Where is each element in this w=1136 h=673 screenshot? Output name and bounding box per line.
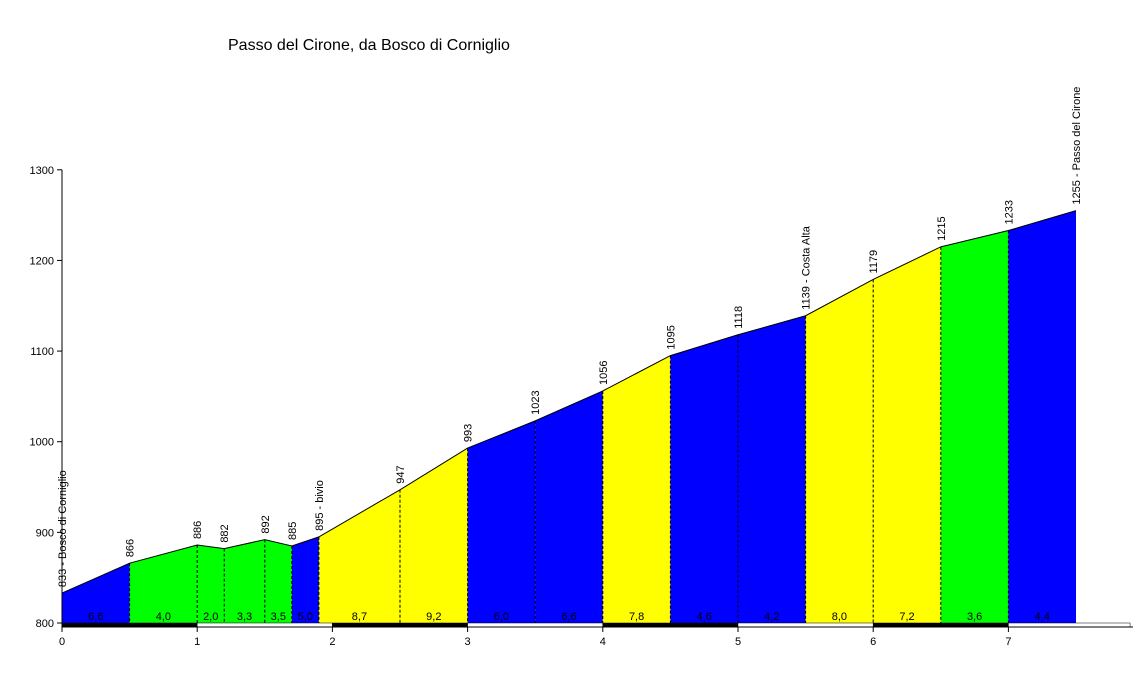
segment-16 [1008, 210, 1076, 623]
segment-12 [738, 315, 806, 623]
km-band-7 [1008, 622, 1131, 628]
gradient-label-0: 6,6 [88, 611, 103, 623]
x-tick-label-4: 4 [600, 636, 606, 648]
km-band-4 [602, 622, 739, 628]
y-tick-label-900: 900 [36, 527, 54, 539]
x-tick-label-3: 3 [465, 636, 471, 648]
km-band-2 [332, 622, 468, 628]
segment-0 [62, 563, 130, 623]
km-band-1 [196, 622, 333, 628]
elevation-label-14: 1179 [868, 250, 880, 274]
segment-1 [129, 545, 198, 623]
segment-11 [670, 334, 738, 623]
gradient-label-13: 8,0 [832, 611, 847, 623]
gradient-labels: 6,6 4,0 2,0 3,3 3,5 5,0 8,7 9,2 6,0 6,6 7,8 4,6 4,2 8… [88, 611, 1050, 623]
elevation-label-1: 866 [125, 539, 137, 557]
x-tick-label-1: 1 [194, 636, 200, 648]
segment-dividers [129, 230, 1009, 623]
x-tick-label-6: 6 [870, 636, 876, 648]
km-bar [61, 622, 1131, 628]
gradient-label-7: 9,2 [426, 611, 441, 623]
gradient-label-10: 7,8 [629, 611, 644, 623]
elevation-label-12: 1118 [733, 306, 745, 329]
gradient-label-4: 3,5 [271, 611, 286, 623]
axes: 800 900 1000 1100 1200 1300 0 1 2 3 4 5 6 7 [30, 165, 1133, 648]
y-tick-label-1300: 1300 [30, 165, 54, 177]
segment-7 [400, 448, 468, 623]
segment-3 [224, 539, 265, 623]
gradient-label-15: 3,6 [967, 611, 982, 623]
segment-6 [318, 489, 400, 623]
elevation-label-7: 947 [395, 465, 407, 483]
elevation-label-2: 886 [192, 521, 204, 539]
gradient-label-6: 8,7 [352, 611, 367, 623]
segment-10 [602, 355, 671, 623]
segment-9 [535, 390, 603, 623]
segment-5 [291, 536, 319, 623]
y-tick-label-1000: 1000 [30, 437, 54, 449]
elevation-label-3: 882 [219, 524, 231, 542]
x-tick-label-7: 7 [1005, 636, 1011, 648]
elevation-labels: 833 - Bosco di Corniglio 866 886 882 892 885 8… [57, 87, 1083, 588]
segment-4 [264, 539, 292, 623]
y-tick-label-800: 800 [36, 618, 54, 630]
elevation-label-17: 1255 - Passo del Cirone [1071, 87, 1083, 205]
segment-15 [940, 230, 1009, 623]
gradient-label-5: 5,0 [298, 611, 313, 623]
gradient-label-3: 3,3 [237, 611, 252, 623]
gradient-label-8: 6,0 [494, 611, 509, 623]
elevation-label-8: 993 [463, 424, 475, 442]
gradient-label-9: 6,6 [561, 611, 576, 623]
km-band-5 [737, 622, 874, 628]
gradient-label-11: 4,6 [697, 611, 712, 623]
gradient-label-12: 4,2 [764, 611, 779, 623]
km-band-6 [872, 622, 1009, 628]
segment-14 [873, 246, 941, 623]
x-tick-label-2: 2 [329, 636, 335, 648]
km-band-3 [467, 622, 604, 628]
gradient-label-2: 2,0 [203, 611, 218, 623]
segment-8 [467, 420, 536, 623]
segment-2 [197, 545, 225, 623]
elevation-label-5: 885 [287, 522, 299, 540]
profile-segments [62, 210, 1076, 623]
profile-line [61, 210, 1077, 594]
elevation-label-9: 1023 [530, 390, 542, 414]
elevation-label-15: 1215 [936, 216, 948, 240]
chart-title: Passo del Cirone, da Bosco di Corniglio [228, 37, 510, 54]
segment-13 [805, 279, 874, 623]
elevation-label-13: 1139 - Costa Alta [801, 225, 813, 309]
gradient-label-16: 4,4 [1035, 611, 1050, 623]
x-tick-label-0: 0 [59, 636, 65, 648]
y-tick-label-1100: 1100 [30, 346, 54, 358]
elevation-label-10: 1056 [598, 360, 610, 384]
elevation-label-16: 1233 [1003, 200, 1015, 224]
km-band-0 [61, 622, 198, 628]
elevation-label-0: 833 - Bosco di Corniglio [57, 470, 69, 587]
elevation-label-4: 892 [260, 515, 272, 533]
gradient-label-1: 4,0 [156, 611, 171, 623]
y-tick-label-1200: 1200 [30, 255, 54, 267]
elevation-label-6: 895 - bivio [314, 480, 326, 531]
elevation-label-11: 1095 [665, 325, 677, 349]
gradient-label-14: 7,2 [899, 611, 914, 623]
x-tick-label-5: 5 [735, 636, 741, 648]
